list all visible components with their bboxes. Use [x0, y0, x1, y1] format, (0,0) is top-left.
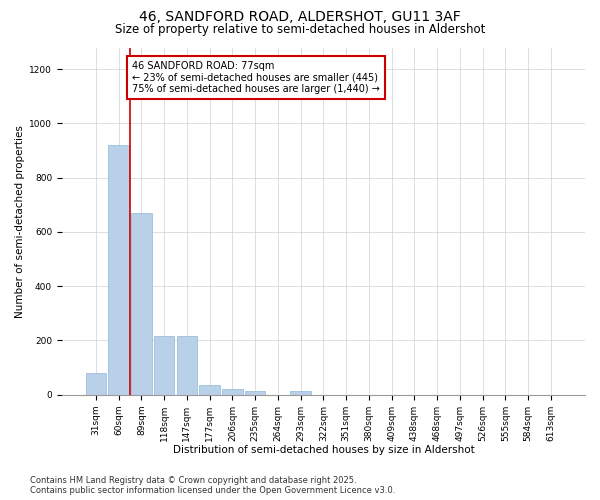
Text: 46 SANDFORD ROAD: 77sqm
← 23% of semi-detached houses are smaller (445)
75% of s: 46 SANDFORD ROAD: 77sqm ← 23% of semi-de…: [133, 61, 380, 94]
Bar: [109, 145, 129, 394]
Bar: [154, 336, 175, 394]
Bar: [245, 392, 265, 394]
Bar: [176, 336, 197, 394]
Text: 46, SANDFORD ROAD, ALDERSHOT, GU11 3AF: 46, SANDFORD ROAD, ALDERSHOT, GU11 3AF: [139, 10, 461, 24]
Text: Contains HM Land Registry data © Crown copyright and database right 2025.
Contai: Contains HM Land Registry data © Crown c…: [30, 476, 395, 495]
X-axis label: Distribution of semi-detached houses by size in Aldershot: Distribution of semi-detached houses by …: [173, 445, 475, 455]
Bar: [86, 373, 106, 394]
Y-axis label: Number of semi-detached properties: Number of semi-detached properties: [15, 124, 25, 318]
Bar: [199, 385, 220, 394]
Bar: [290, 392, 311, 394]
Bar: [222, 390, 242, 394]
Bar: [131, 213, 152, 394]
Text: Size of property relative to semi-detached houses in Aldershot: Size of property relative to semi-detach…: [115, 22, 485, 36]
